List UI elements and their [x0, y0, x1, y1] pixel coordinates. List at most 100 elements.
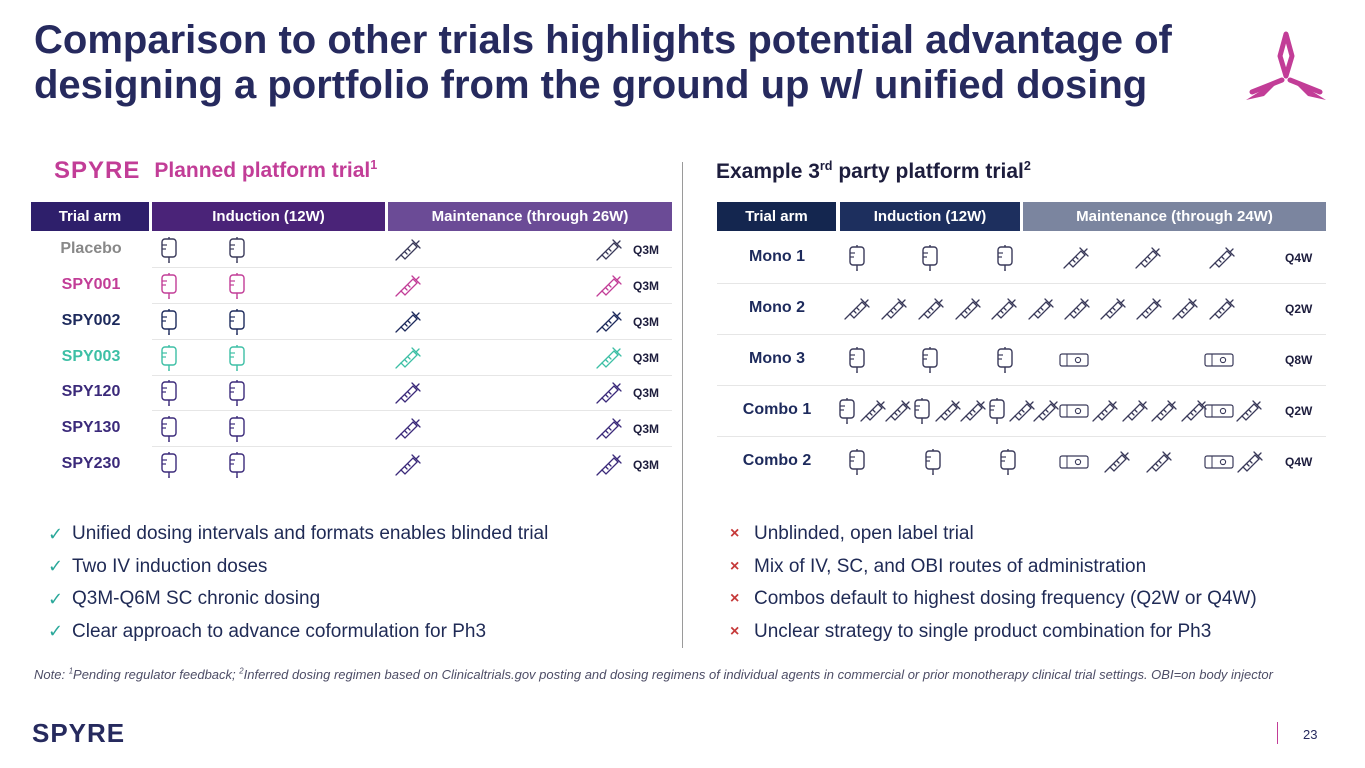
left-section-heading: SPYRE Planned platform trial1 [54, 157, 378, 184]
right-trial-arm-label: Combo 1 [742, 401, 812, 418]
iv-bag-icon [838, 398, 856, 429]
syringe-icon [959, 399, 987, 428]
iv-bag-icon [921, 245, 939, 276]
slide-title: Comparison to other trials highlights po… [34, 18, 1264, 108]
row-separator [152, 446, 672, 447]
syringe-icon [1145, 450, 1173, 479]
right-trial-arm-label: Mono 2 [749, 299, 805, 316]
left-dosing-frequency: Q3M [633, 422, 660, 436]
row-separator [717, 385, 1326, 386]
syringe-icon [1103, 450, 1131, 479]
check-icon: ✓ [48, 621, 64, 642]
row-separator [152, 303, 672, 304]
syringe-icon [595, 238, 623, 267]
syringe-icon [1063, 297, 1091, 326]
syringe-icon [1121, 399, 1149, 428]
right-bullets: × Unblinded, open label trial × Mix of IV,… [730, 518, 1257, 648]
syringe-icon [595, 274, 623, 303]
left-dosing-frequency: Q3M [633, 243, 660, 257]
right-dosing-frequency: Q4W [1285, 455, 1313, 469]
spyre-wordmark: SPYRE [54, 157, 141, 184]
iv-bag-icon [160, 380, 178, 411]
syringe-icon [394, 381, 422, 410]
cross-icon: × [730, 525, 740, 543]
iv-bag-icon [228, 452, 246, 483]
right-dosing-frequency: Q8W [1285, 353, 1313, 367]
row-separator [717, 283, 1326, 284]
cross-icon: × [730, 590, 740, 608]
left-header-maintenance: Maintenance (through 26W) [388, 202, 672, 231]
row-separator [152, 267, 672, 268]
left-bullets: ✓ Unified dosing intervals and formats en… [48, 518, 548, 648]
cross-icon: × [730, 557, 740, 575]
left-trial-arm-label: SPY002 [61, 312, 121, 329]
right-trial-arm-label: Mono 1 [749, 248, 805, 265]
slide-title-line-2: designing a portfolio from the ground up… [34, 63, 1148, 107]
syringe-icon [394, 417, 422, 446]
syringe-icon [394, 274, 422, 303]
check-icon: ✓ [48, 588, 64, 609]
iv-bag-icon [228, 345, 246, 376]
row-separator [717, 436, 1326, 437]
syringe-icon [1099, 297, 1127, 326]
iv-bag-icon [160, 452, 178, 483]
syringe-icon [394, 453, 422, 482]
syringe-icon [1032, 399, 1060, 428]
iv-bag-icon [988, 398, 1006, 429]
iv-bag-icon [848, 347, 866, 378]
left-dosing-frequency: Q3M [633, 351, 660, 365]
syringe-icon [934, 399, 962, 428]
page-number-divider [1277, 722, 1278, 744]
right-dosing-frequency: Q4W [1285, 251, 1313, 265]
check-icon: ✓ [48, 556, 64, 577]
footnote: Note: 1Pending regulator feedback; 2Infe… [34, 666, 1273, 682]
left-dosing-frequency: Q3M [633, 386, 660, 400]
syringe-icon [1062, 246, 1090, 275]
syringe-icon [1171, 297, 1199, 326]
right-trial-arm-label: Combo 2 [742, 452, 812, 469]
cross-icon: × [730, 622, 740, 640]
syringe-icon [1134, 246, 1162, 275]
syringe-icon [595, 381, 623, 410]
left-trial-arm-label: SPY130 [61, 419, 121, 436]
right-bullet: × Unclear strategy to single product comb… [730, 620, 1212, 642]
syringe-icon [917, 297, 945, 326]
iv-bag-icon [160, 416, 178, 447]
syringe-icon [1008, 399, 1036, 428]
left-dosing-frequency: Q3M [633, 458, 660, 472]
right-header-maintenance: Maintenance (through 24W) [1023, 202, 1326, 231]
left-bullet: ✓ Two IV induction doses [48, 555, 268, 577]
on-body-injector-icon [1204, 404, 1234, 423]
syringe-icon [884, 399, 912, 428]
syringe-icon [990, 297, 1018, 326]
syringe-icon [595, 310, 623, 339]
iv-bag-icon [996, 347, 1014, 378]
slide-title-line-1: Comparison to other trials highlights po… [34, 18, 1172, 62]
syringe-icon [1208, 246, 1236, 275]
left-bullet: ✓ Clear approach to advance coformulation… [48, 620, 487, 642]
left-trial-arm-label: SPY001 [61, 276, 121, 293]
syringe-icon [1208, 297, 1236, 326]
right-trial-arm-label: Mono 3 [749, 350, 805, 367]
syringe-icon [1135, 297, 1163, 326]
iv-bag-icon [228, 309, 246, 340]
planned-trial-heading: Planned platform trial1 [154, 158, 378, 182]
iv-bag-icon [228, 416, 246, 447]
syringe-icon [394, 346, 422, 375]
iv-bag-icon [228, 380, 246, 411]
right-header-trial-arm: Trial arm [717, 202, 836, 231]
left-trial-arm-label: SPY003 [61, 348, 121, 365]
syringe-icon [843, 297, 871, 326]
left-bullet: ✓ Unified dosing intervals and formats en… [48, 523, 549, 545]
section-divider [682, 162, 683, 648]
iv-bag-icon [924, 449, 942, 480]
on-body-injector-icon [1059, 404, 1089, 423]
syringe-icon [859, 399, 887, 428]
left-header-trial-arm: Trial arm [31, 202, 149, 231]
syringe-icon [1180, 399, 1208, 428]
right-bullet: × Unblinded, open label trial [730, 523, 974, 545]
footer-spyre-logo: SPYRE [32, 718, 126, 748]
iv-bag-icon [228, 273, 246, 304]
syringe-icon [394, 310, 422, 339]
syringe-icon [1150, 399, 1178, 428]
